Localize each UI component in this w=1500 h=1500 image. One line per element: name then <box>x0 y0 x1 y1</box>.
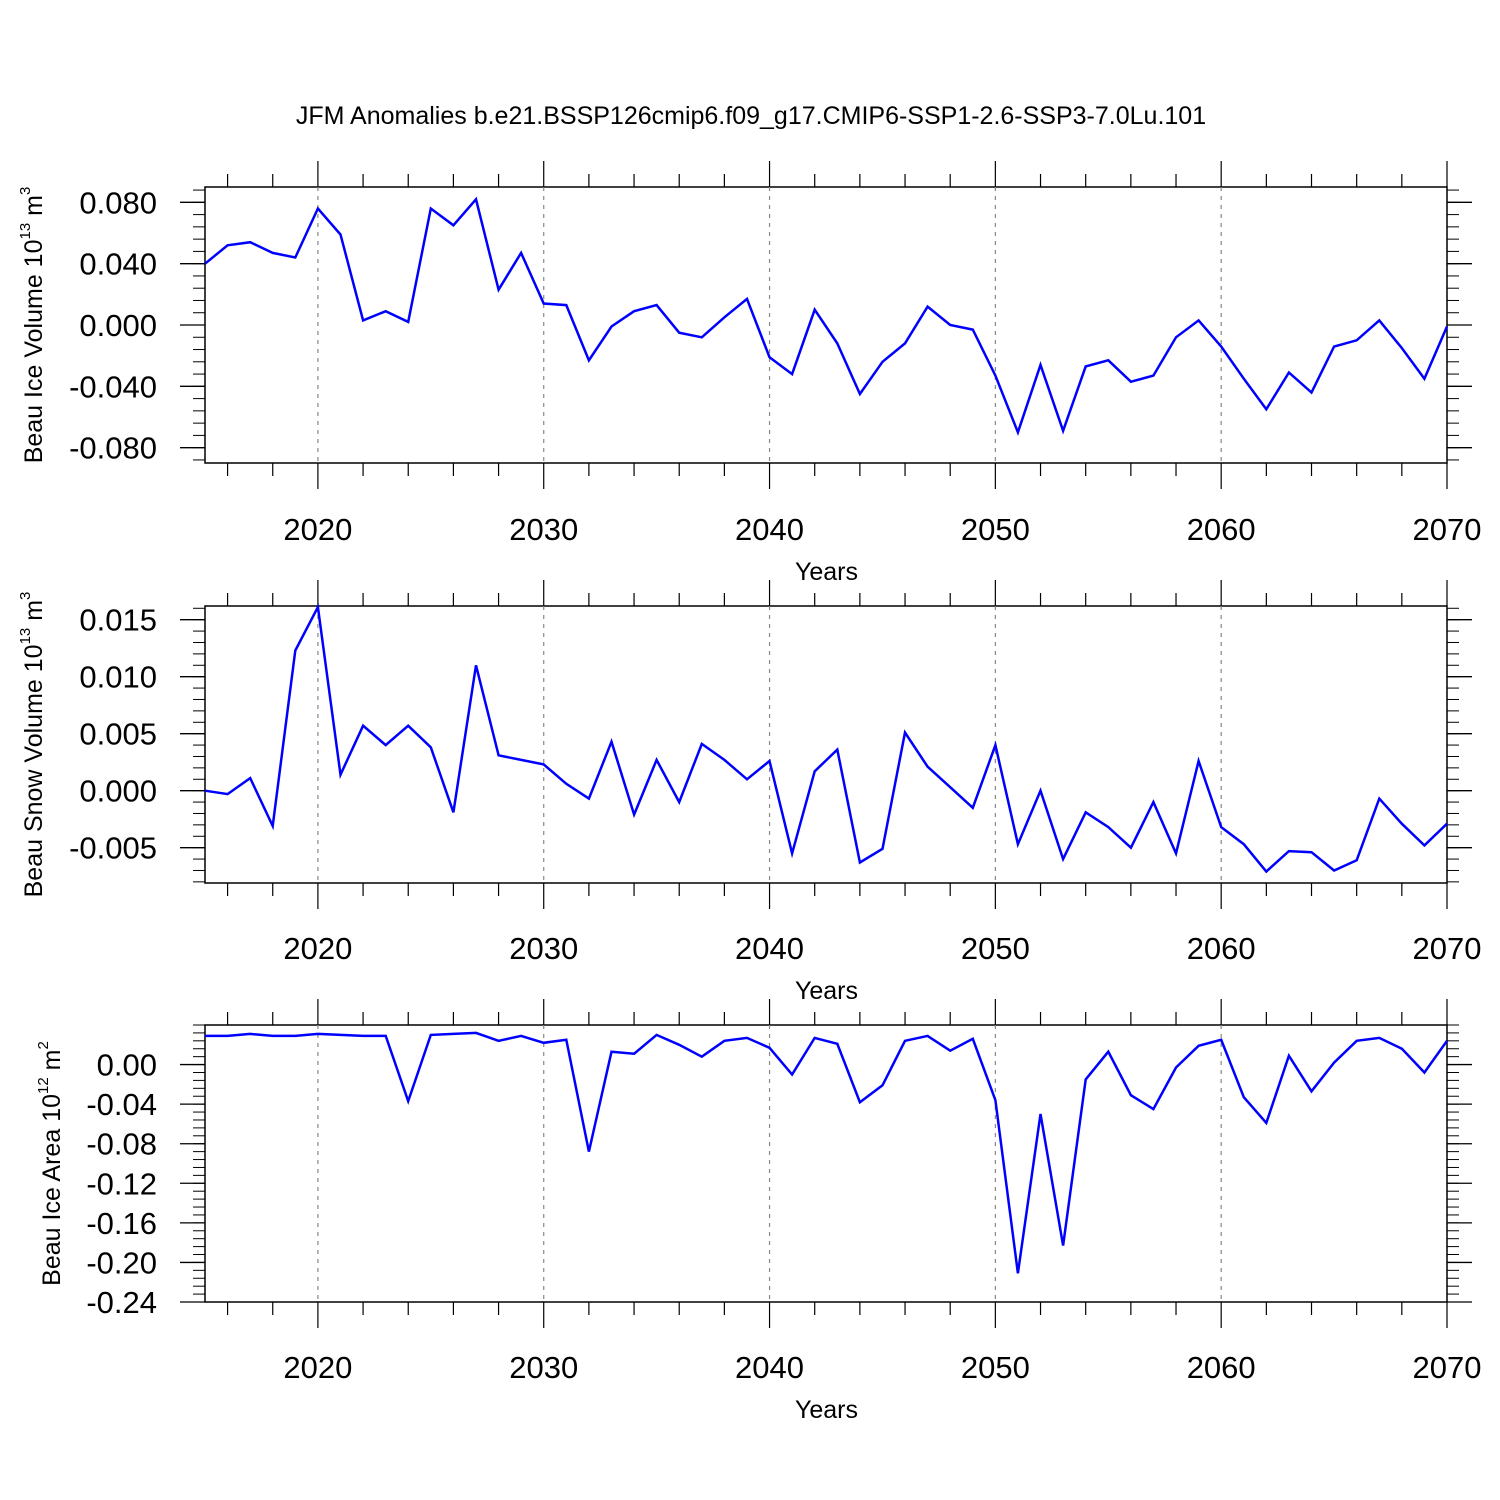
series-line <box>204 196 1449 436</box>
x-tick-label: 2060 <box>1187 512 1256 547</box>
x-tick-label: 2030 <box>509 512 578 547</box>
y-axis-label: Beau Snow Volume 1013 m3 <box>17 592 48 898</box>
x-tick-label: 2050 <box>961 1350 1030 1385</box>
x-tick-label: 2070 <box>1413 512 1482 547</box>
panel-3: 2020 2030 2040 2050 2060 2070 0.00 -0.04 -0.08 -0… <box>35 999 1481 1424</box>
y-tick-label: -0.12 <box>86 1166 157 1201</box>
y-tick-label: -0.24 <box>86 1285 157 1320</box>
y-axis-label: Beau Ice Volume 1013 m3 <box>17 187 48 464</box>
y-tick-label: 0.005 <box>79 717 157 752</box>
figure-title: JFM Anomalies b.e21.BSSP126cmip6.f09_g17… <box>296 102 1206 130</box>
x-tick-label: 2060 <box>1187 1350 1256 1385</box>
y-tick-label: -0.080 <box>69 431 157 466</box>
y-tick-label: -0.08 <box>86 1127 157 1162</box>
y-tick-label: -0.20 <box>86 1245 157 1280</box>
x-tick-label: 2020 <box>283 1350 352 1385</box>
y-tick-label: -0.04 <box>86 1087 157 1122</box>
y-tick-label: -0.005 <box>69 831 157 866</box>
y-tick-label: -0.16 <box>86 1206 157 1241</box>
y-tick-label: 0.00 <box>97 1048 157 1083</box>
y-tick-label: 0.080 <box>79 185 157 220</box>
x-tick-label: 2040 <box>735 1350 804 1385</box>
plot-frame <box>204 605 1448 884</box>
panel-1: 2020 2030 2040 2050 2060 2070 0.080 0.040 0.000 -… <box>17 161 1481 586</box>
x-tick-label: 2020 <box>283 512 352 547</box>
y-axis-label: Beau Ice Area 1012 m2 <box>35 1041 66 1286</box>
series-line <box>205 1031 1449 1274</box>
x-axis-label: Years <box>795 977 858 1005</box>
y-tick-label: -0.040 <box>69 369 157 404</box>
x-tick-label: 2070 <box>1413 1350 1482 1385</box>
x-tick-label: 2030 <box>509 1350 578 1385</box>
x-axis-label: Years <box>795 558 858 586</box>
x-tick-label: 2060 <box>1187 931 1256 966</box>
x-tick-label: 2040 <box>735 512 804 547</box>
y-tick-label: 0.015 <box>79 603 157 638</box>
y-tick-label: 0.040 <box>79 247 157 282</box>
x-tick-label: 2050 <box>961 931 1030 966</box>
x-tick-label: 2070 <box>1413 931 1482 966</box>
y-tick-label: 0.010 <box>79 660 157 695</box>
x-tick-label: 2030 <box>509 931 578 966</box>
x-axis-label: Years <box>795 1396 858 1424</box>
y-tick-label: 0.000 <box>79 774 157 809</box>
x-tick-label: 2050 <box>961 512 1030 547</box>
plot-frame <box>204 1024 1448 1303</box>
y-tick-label: 0.000 <box>79 308 157 343</box>
x-tick-label: 2020 <box>283 931 352 966</box>
x-tick-label: 2040 <box>735 931 804 966</box>
series-line <box>204 603 1448 874</box>
panel-2: 2020 2030 2040 2050 2060 2070 0.015 0.010 0.005 0… <box>17 580 1481 1005</box>
